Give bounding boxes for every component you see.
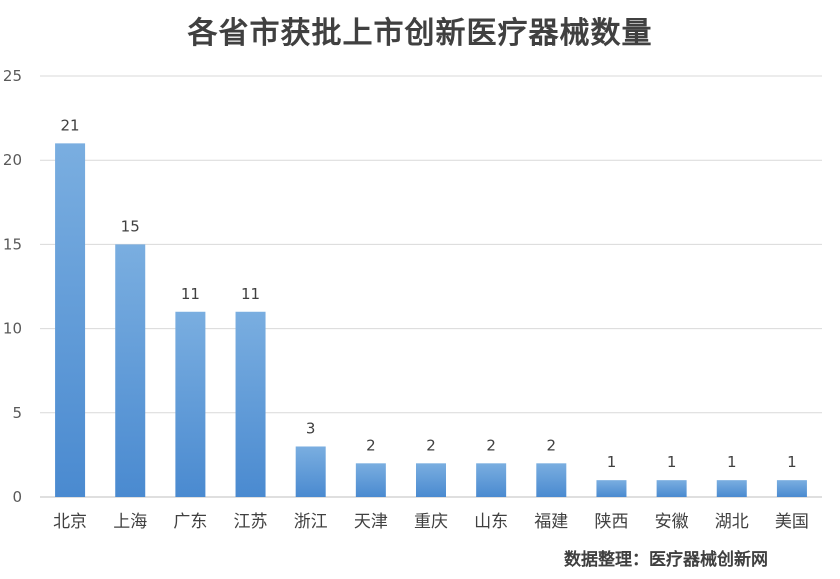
category-label: 湖北 [715,512,749,532]
data-label: 3 [306,419,316,437]
y-tick-label: 15 [3,235,22,253]
x-axis-categories: 北京 上海 广东 江苏 浙江 天津 重庆 山东 福建 陕西 安徽 湖北 美国 [53,512,809,532]
bar [235,311,266,497]
bar [716,480,747,497]
bar [416,463,446,497]
bar [596,480,627,497]
gridlines [40,75,822,498]
category-label: 天津 [354,512,388,532]
category-label: 美国 [775,512,809,532]
bar [476,463,507,497]
data-label: 11 [181,285,200,303]
category-label: 广东 [173,512,207,532]
y-axis-ticks: 0 5 10 15 20 25 [3,67,22,506]
bar [115,244,146,497]
data-label: 2 [426,436,436,454]
category-label: 福建 [534,512,568,532]
y-tick-label: 0 [12,488,22,506]
data-label: 11 [241,285,260,303]
bar [536,463,567,497]
source-note: 数据整理：医疗器械创新网 [564,550,768,570]
data-label: 21 [61,116,80,134]
data-label: 2 [366,436,376,454]
data-label: 1 [607,453,617,471]
category-label: 北京 [53,512,87,532]
category-label: 重庆 [414,512,448,532]
y-tick-label: 25 [3,67,22,85]
bar [776,480,807,497]
data-label: 1 [727,453,737,471]
data-label: 15 [121,217,140,235]
y-tick-label: 20 [3,151,22,169]
bar [295,446,326,497]
bars [55,143,807,498]
category-label: 安徽 [655,512,689,532]
data-label: 1 [667,453,677,471]
category-label: 上海 [113,512,147,532]
y-tick-label: 10 [3,320,22,338]
category-label: 浙江 [294,512,328,532]
bar [656,480,687,497]
data-label: 2 [547,436,557,454]
data-label: 2 [486,436,496,454]
bar [355,463,386,497]
y-tick-label: 5 [12,404,22,422]
data-label: 1 [787,453,797,471]
category-label: 陕西 [594,512,628,532]
chart-title: 各省市获批上市创新医疗器械数量 [187,16,653,51]
bar [175,311,206,497]
bar [55,143,86,498]
category-label: 山东 [474,512,508,532]
category-label: 江苏 [234,512,268,532]
